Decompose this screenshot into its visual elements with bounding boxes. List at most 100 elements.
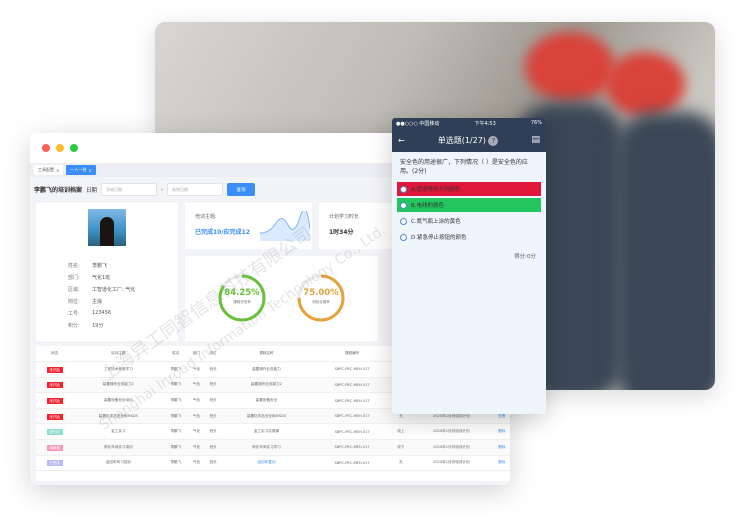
close-dot[interactable] [42,144,50,152]
table-cell: 气化 [188,455,205,472]
column-header: 状态 [36,346,74,363]
status-badge: 已完成 [46,460,63,467]
profile-field: 姓名: 李鹏飞 [68,262,108,269]
plan-label: 计划学习时长 [329,214,360,220]
option-b[interactable]: B.电线的颜色 [397,198,541,212]
answer-card-icon[interactable]: ▤ [531,135,540,145]
table-cell[interactable]: 删除 [493,439,510,456]
question-text: 安全色的用途很广，下列情况（ ）是安全色的应用。(2分) [400,159,528,175]
profile-field: 工号: 123456 [68,310,112,317]
table-cell: 炼化车间实习培训 [73,439,164,456]
status-badge: 待审核 [46,444,63,451]
table-cell[interactable]: 返回车复训 [221,455,312,472]
table-cell: 李鹏飞 [163,455,189,472]
table-cell: 金工实习实操课 [221,423,312,441]
pass-rate-ring: 75.00% 测验合格率 [295,272,347,324]
column-header: 姓名 [163,346,189,363]
table-cell: 装置化学品安全和MSDS [221,408,312,425]
maximize-dot[interactable] [70,144,78,152]
table-cell: 班长 [204,361,222,378]
back-arrow-icon[interactable]: ← [398,135,405,145]
clock: 下午4:53 [474,120,496,127]
table-cell: 装置化学品安全和MSDS [73,408,164,425]
option-d[interactable]: D.紧急停止按钮的颜色 [397,230,541,244]
table-cell: 装置操作业务能力 [221,361,312,378]
radio-icon[interactable] [400,201,407,209]
training-label: 培训主题: [195,214,217,220]
table-cell: 2020年1月份培训计划 [409,423,494,441]
status-badge: 未开始 [46,413,63,420]
table-cell: 李鹏飞 [163,361,189,378]
profile-card: 姓名: 李鹏飞 部门: 气化1班 区域: 工智道化工厂: 气化 岗位: 主操 工号: 123456… [36,203,178,341]
completion-ring: 84.25% 课程完成率 [216,272,268,324]
ring-progress [297,274,345,322]
sparkline [260,211,310,241]
table-cell: SBPC-PEC-MEH-017 [311,423,393,441]
training-card: 培训主题: 已完成10/应完成12 [185,203,312,249]
option-c[interactable]: C.氮气瓶上涂的黄色 [397,214,541,228]
table-cell: 李鹏飞 [163,377,189,394]
profile-info: 姓名: 李鹏飞 部门: 气化1班 区域: 工智道化工厂: 气化 岗位: 主操 工号: 123456… [68,259,135,331]
table-cell: SBPC-PEC-MEH-017 [311,408,393,425]
status-badge: 进行中 [46,429,63,436]
status-badge: 未开始 [46,366,63,373]
help-icon[interactable]: ? [488,135,499,146]
table-cell: 线下 [392,439,410,456]
score: 得分:0分 [514,254,536,260]
table-cell: 班长 [204,455,222,472]
table-cell: 2020年1月份培训计划 [409,439,494,456]
minimize-dot[interactable] [56,144,64,152]
table-cell: SBPC-PEC-MEH-017 [311,455,393,472]
end-date-input[interactable]: 结束日期 [167,183,224,196]
table-cell: 装置设备安全 [221,392,312,409]
option-a[interactable]: A.管道等的不同颜色 [397,182,541,196]
table-cell: 装置操作业务能力2 [221,377,312,394]
radio-icon[interactable] [400,233,407,241]
table-cell: 气化 [188,408,205,425]
table-cell: SBPC-PEC-MEH-017 [311,392,393,409]
profile-field: 部门: 气化1班 [68,274,111,281]
table-cell: 李鹏飞 [163,392,189,409]
column-header: 课程名称 [221,346,312,363]
table-cell: SBPC-PEC-MEH-017 [311,377,393,394]
radio-icon[interactable] [400,217,407,225]
avatar [88,209,126,246]
table-cell: 气化 [188,392,205,409]
table-cell: SBPC-PEC-MEH-017 [311,439,393,456]
tab-archive[interactable]: 一人一档 × [66,165,96,175]
table-cell: 返回车间习培训 [73,455,164,472]
tab-tool-config[interactable]: 工具配置 × [34,165,64,175]
column-header: 岗位 [204,346,222,363]
start-date-input[interactable]: 开始日期 [101,183,158,196]
training-value: 已完成10/应完成12 [195,229,250,236]
search-button[interactable]: 查询 [227,183,256,196]
table-cell: 无 [392,455,410,472]
table-cell: 2020年1月份培训计划 [409,455,494,472]
status-badge: 未开始 [46,398,63,405]
table-cell: 气化 [188,361,205,378]
table-cell: 炼化车间实习学习 [221,439,312,456]
quiz-title: 单选题(1/27) [437,135,486,145]
table-cell: 李鹏飞 [163,423,189,441]
table-cell: SBPC-PEC-MEH-017 [311,361,393,378]
table-cell: 工作技术使用学习 [73,361,164,378]
close-icon[interactable]: × [56,167,60,173]
table-cell: 气化 [188,377,205,394]
table-row: 进行中 金工实习 李鹏飞 气化 班长 金工实习实操课 SBPC-PEC-MEH-017 线上 2… [36,423,510,441]
radio-icon[interactable] [400,185,407,193]
table-cell: 班长 [204,423,222,441]
page-title: 李鹏飞的培训档案 [34,187,83,194]
table-row: 待审核 炼化车间实习培训 李鹏飞 气化 班长 炼化车间实习学习 SBPC-PEC-MEH-0… [36,439,510,456]
table-cell: 气化 [188,439,205,456]
table-cell: 班长 [204,408,222,425]
table-cell: 线上 [392,423,410,441]
profile-field: 积分: 19分 [68,322,104,329]
table-cell[interactable]: 删除 [493,423,510,441]
close-icon[interactable]: × [88,167,92,173]
table-row: 已完成 返回车间习培训 李鹏飞 气化 班长 返回车复训 SBPC-PEC-MEH-017 无 2… [36,455,510,472]
table-cell: 气化 [188,423,205,441]
table-cell: 班长 [204,392,222,409]
battery: 76% [530,120,542,126]
separator: - [161,186,164,193]
table-cell[interactable]: 删除 [493,455,510,472]
